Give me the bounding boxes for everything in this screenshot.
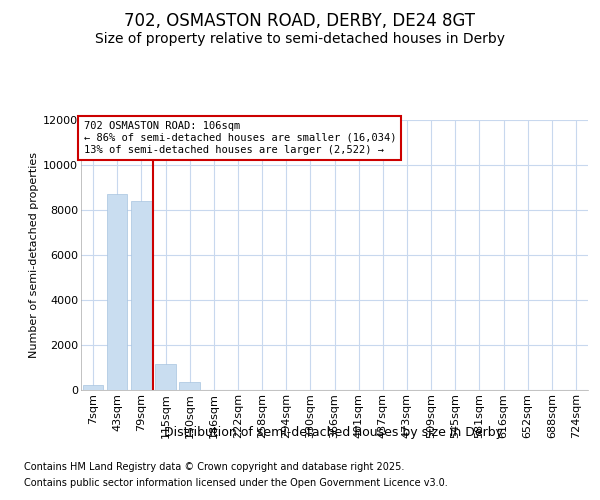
Text: 702, OSMASTON ROAD, DERBY, DE24 8GT: 702, OSMASTON ROAD, DERBY, DE24 8GT <box>125 12 476 30</box>
Bar <box>83 385 103 390</box>
Text: Size of property relative to semi-detached houses in Derby: Size of property relative to semi-detach… <box>95 32 505 46</box>
Text: Contains public sector information licensed under the Open Government Licence v3: Contains public sector information licen… <box>24 478 448 488</box>
Text: Distribution of semi-detached houses by size in Derby: Distribution of semi-detached houses by … <box>164 426 503 439</box>
Bar <box>179 382 200 390</box>
Bar <box>131 201 152 390</box>
Text: 702 OSMASTON ROAD: 106sqm
← 86% of semi-detached houses are smaller (16,034)
13%: 702 OSMASTON ROAD: 106sqm ← 86% of semi-… <box>83 122 396 154</box>
Bar <box>155 364 176 390</box>
Y-axis label: Number of semi-detached properties: Number of semi-detached properties <box>29 152 39 358</box>
Text: Contains HM Land Registry data © Crown copyright and database right 2025.: Contains HM Land Registry data © Crown c… <box>24 462 404 472</box>
Bar <box>107 194 127 390</box>
